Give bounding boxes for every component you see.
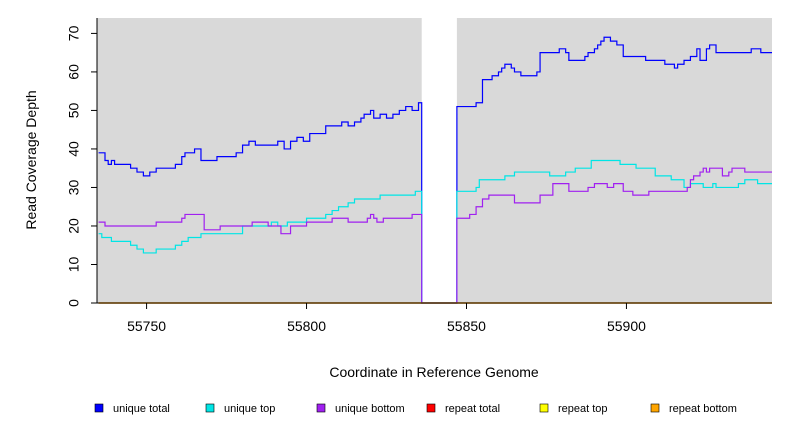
series-line-unique-top xyxy=(98,159,772,304)
y-tick-label: 0 xyxy=(66,299,82,307)
legend-swatch-unique-top xyxy=(205,403,215,413)
legend-swatch-unique-total xyxy=(94,403,104,413)
y-tick-label: 20 xyxy=(66,218,82,234)
x-tick-label: 55750 xyxy=(127,318,166,334)
legend-label-repeat-top: repeat top xyxy=(558,403,608,415)
legend-swatch-repeat-bottom xyxy=(650,403,660,413)
y-tick-label: 50 xyxy=(66,102,82,118)
y-tick-label: 70 xyxy=(66,25,82,41)
axes-layer: 55750 55800 55850 55900 0 10 20 30 40 50 60 70 xyxy=(66,18,772,334)
x-axis-title: Coordinate in Reference Genome xyxy=(329,364,539,380)
legend-swatch-repeat-total xyxy=(426,403,436,413)
x-tick-label: 55900 xyxy=(607,318,646,334)
legend-label-unique-top: unique top xyxy=(224,403,275,415)
y-tick-label: 10 xyxy=(66,256,82,272)
legend-label-repeat-bottom: repeat bottom xyxy=(669,403,737,415)
series-line-unique-bottom xyxy=(98,167,772,304)
x-tick-label: 55800 xyxy=(287,318,326,334)
legend-label-unique-total: unique total xyxy=(113,403,170,415)
x-tick-label: 55850 xyxy=(447,318,486,334)
legend-swatch-repeat-top xyxy=(539,403,549,413)
legend-label-repeat-total: repeat total xyxy=(445,403,500,415)
y-axis-title: Read Coverage Depth xyxy=(23,90,39,229)
legend: unique total unique top unique bottom repea… xyxy=(94,403,737,415)
gap-region xyxy=(421,18,457,303)
series-line-unique-total xyxy=(98,36,772,304)
y-tick-label: 40 xyxy=(66,141,82,157)
legend-swatch-unique-bottom xyxy=(316,403,326,413)
y-tick-label: 30 xyxy=(66,179,82,195)
legend-label-unique-bottom: unique bottom xyxy=(335,403,405,415)
y-tick-label: 60 xyxy=(66,64,82,80)
